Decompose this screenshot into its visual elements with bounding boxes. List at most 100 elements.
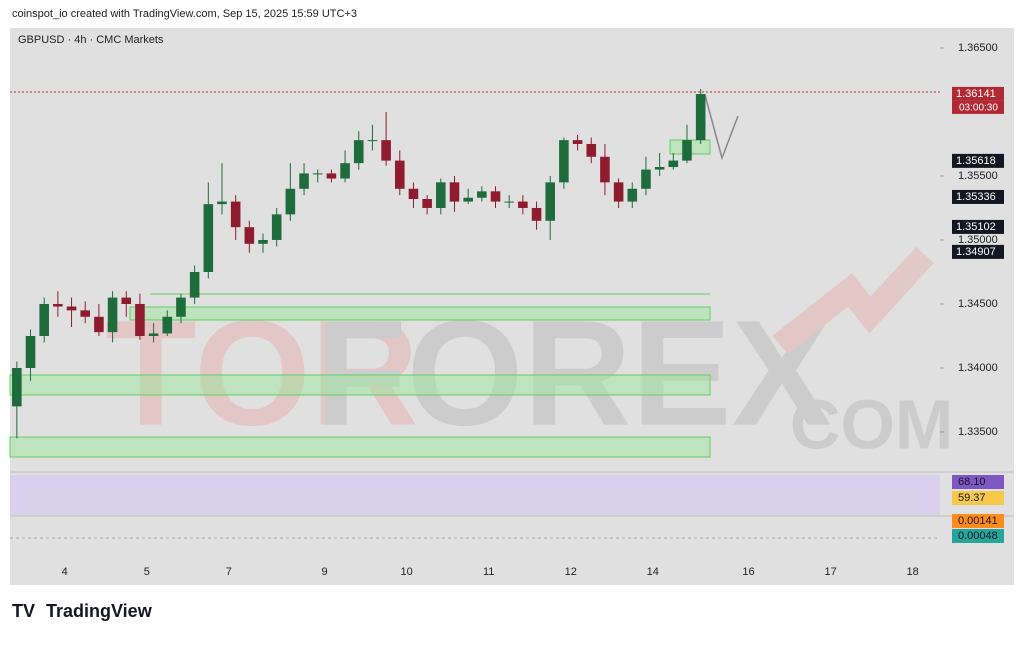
zones — [9, 139, 711, 458]
price-badge-label: 1.35102 — [956, 221, 996, 233]
x-tick-label: 14 — [647, 566, 659, 578]
candle-body — [518, 201, 528, 208]
candle-body — [340, 163, 350, 179]
price-badge — [952, 189, 1004, 204]
x-tick-label: 17 — [824, 566, 836, 578]
price-badge — [952, 219, 1004, 234]
candle-body — [586, 143, 597, 157]
y-tick-label: 1.35000 — [958, 234, 998, 246]
x-tick-label: 18 — [907, 566, 919, 578]
candle-body — [107, 297, 118, 333]
countdown-badge — [952, 100, 1004, 114]
candle-body — [53, 303, 63, 307]
candle-body — [176, 297, 186, 317]
candle-body — [230, 201, 241, 228]
candle-body — [545, 182, 556, 221]
candle-body — [381, 140, 391, 161]
price-badge-label: 1.34907 — [956, 246, 996, 258]
candle-body — [695, 94, 706, 141]
indicator-label: 59.37 — [958, 492, 986, 504]
candle-body — [627, 188, 638, 202]
candle-body — [559, 140, 569, 183]
candle-body — [299, 173, 309, 189]
candle-body — [189, 271, 200, 298]
footer-logo: TV TradingView — [12, 601, 153, 621]
y-tick-label: 1.35500 — [958, 170, 998, 182]
y-tick-label: 1.33500 — [958, 426, 998, 438]
watermark-text: COM — [790, 385, 953, 463]
footer: TradingView — [46, 601, 153, 621]
indicator-badge — [952, 529, 1004, 543]
candle-body — [203, 204, 214, 272]
chart-title: GBPUSD · 4h · CMC Markets — [18, 34, 164, 46]
candle-body — [436, 182, 446, 208]
candle-body — [600, 156, 610, 183]
price-badge — [952, 153, 1004, 168]
header: coinspot_io created with TradingView.com… — [12, 8, 357, 20]
candle-body — [94, 316, 104, 333]
y-tick-label: 1.36500 — [958, 42, 998, 54]
candle-body — [135, 303, 145, 336]
candle-body — [258, 239, 268, 244]
candle-body — [422, 199, 432, 208]
candle-body — [25, 335, 36, 368]
indicator-label: 68.10 — [958, 476, 986, 488]
candle-body — [572, 140, 583, 144]
x-tick-label: 7 — [226, 566, 232, 578]
rsi-panel — [10, 475, 940, 515]
candle-body — [531, 207, 542, 221]
y-tick-label: 1.34000 — [958, 362, 998, 374]
price-badge-label: 1.35618 — [956, 155, 996, 167]
indicator-badge — [952, 491, 1004, 505]
candle-body — [682, 140, 692, 161]
projection-arrow — [704, 94, 739, 161]
logo-mark: TV — [12, 601, 35, 621]
indicator-label: 0.00141 — [958, 515, 998, 527]
indicator-badge — [952, 475, 1004, 489]
x-tick-label: 10 — [400, 566, 412, 578]
candle-body — [244, 227, 255, 244]
candle-body — [312, 173, 323, 175]
price-badge — [952, 244, 1004, 259]
candle-body — [490, 191, 501, 202]
candle-body — [408, 188, 419, 200]
candle-body — [394, 160, 405, 189]
candle-body — [162, 316, 173, 334]
watermark-arrow — [772, 246, 934, 355]
zone — [9, 436, 711, 458]
x-tick-label: 9 — [321, 566, 327, 578]
candle-body — [12, 367, 22, 407]
candle-body — [121, 297, 132, 304]
candle-body — [367, 140, 378, 142]
candle-body — [654, 167, 665, 170]
candle-body — [504, 201, 514, 203]
x-tick-label: 5 — [144, 566, 150, 578]
price-badge-label: 1.35336 — [956, 191, 996, 203]
candle-body — [668, 160, 679, 168]
y-tick-label: 1.34500 — [958, 298, 998, 310]
candle-body — [463, 197, 473, 202]
candle-body — [285, 188, 296, 215]
x-tick-label: 4 — [62, 566, 68, 578]
countdown: 03:00:30 — [959, 103, 998, 114]
price-badge — [952, 86, 1004, 101]
candle-body — [80, 310, 91, 317]
candle-body — [217, 201, 227, 205]
candle-body — [477, 191, 487, 198]
candle-body — [66, 306, 77, 311]
zone — [9, 374, 711, 396]
indicator-badge — [952, 514, 1004, 528]
zone — [129, 306, 711, 321]
price-badge-label: 1.36141 — [956, 88, 996, 100]
candle-body — [326, 173, 337, 179]
candle-body — [39, 303, 49, 336]
x-tick-label: 12 — [565, 566, 577, 578]
indicator-label: 0.00048 — [958, 530, 998, 542]
candle-body — [449, 182, 460, 202]
candle-body — [353, 140, 364, 164]
candle-body — [641, 169, 651, 189]
candle-body — [613, 182, 624, 202]
candle-body — [148, 333, 159, 336]
